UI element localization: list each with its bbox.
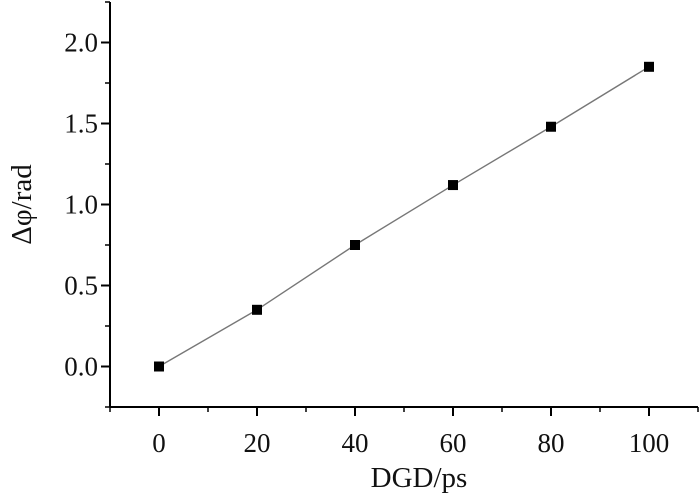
x-tick-label: 80 [538, 428, 565, 458]
x-ticks: 0 20 40 60 80 100 [109, 407, 699, 458]
x-tick-label: 40 [342, 428, 369, 458]
data-point [154, 361, 164, 372]
data-point [546, 121, 556, 132]
data-point [448, 180, 458, 191]
y-tick-label: 1.5 [64, 109, 98, 139]
x-axis-title: DGD/ps [371, 462, 468, 493]
x-tick-label: 60 [440, 428, 467, 458]
data-point [350, 240, 360, 250]
x-tick-label: 20 [244, 428, 271, 458]
data-point [644, 61, 654, 72]
axes [109, 2, 698, 408]
y-tick-label: 1.0 [64, 190, 98, 220]
x-tick-label: 0 [152, 428, 166, 458]
series-line [158, 66, 650, 368]
y-tick-label: 2.0 [64, 28, 98, 58]
x-tick-label: 100 [629, 428, 670, 458]
y-tick-label: 0.5 [64, 271, 98, 301]
data-point [252, 304, 262, 315]
y-axis-title: Δφ/rad [6, 164, 38, 245]
y-tick-label: 0.0 [64, 352, 98, 382]
y-ticks: 0.0 0.5 1.0 1.5 2.0 [64, 1, 110, 408]
series-layer [154, 61, 654, 372]
